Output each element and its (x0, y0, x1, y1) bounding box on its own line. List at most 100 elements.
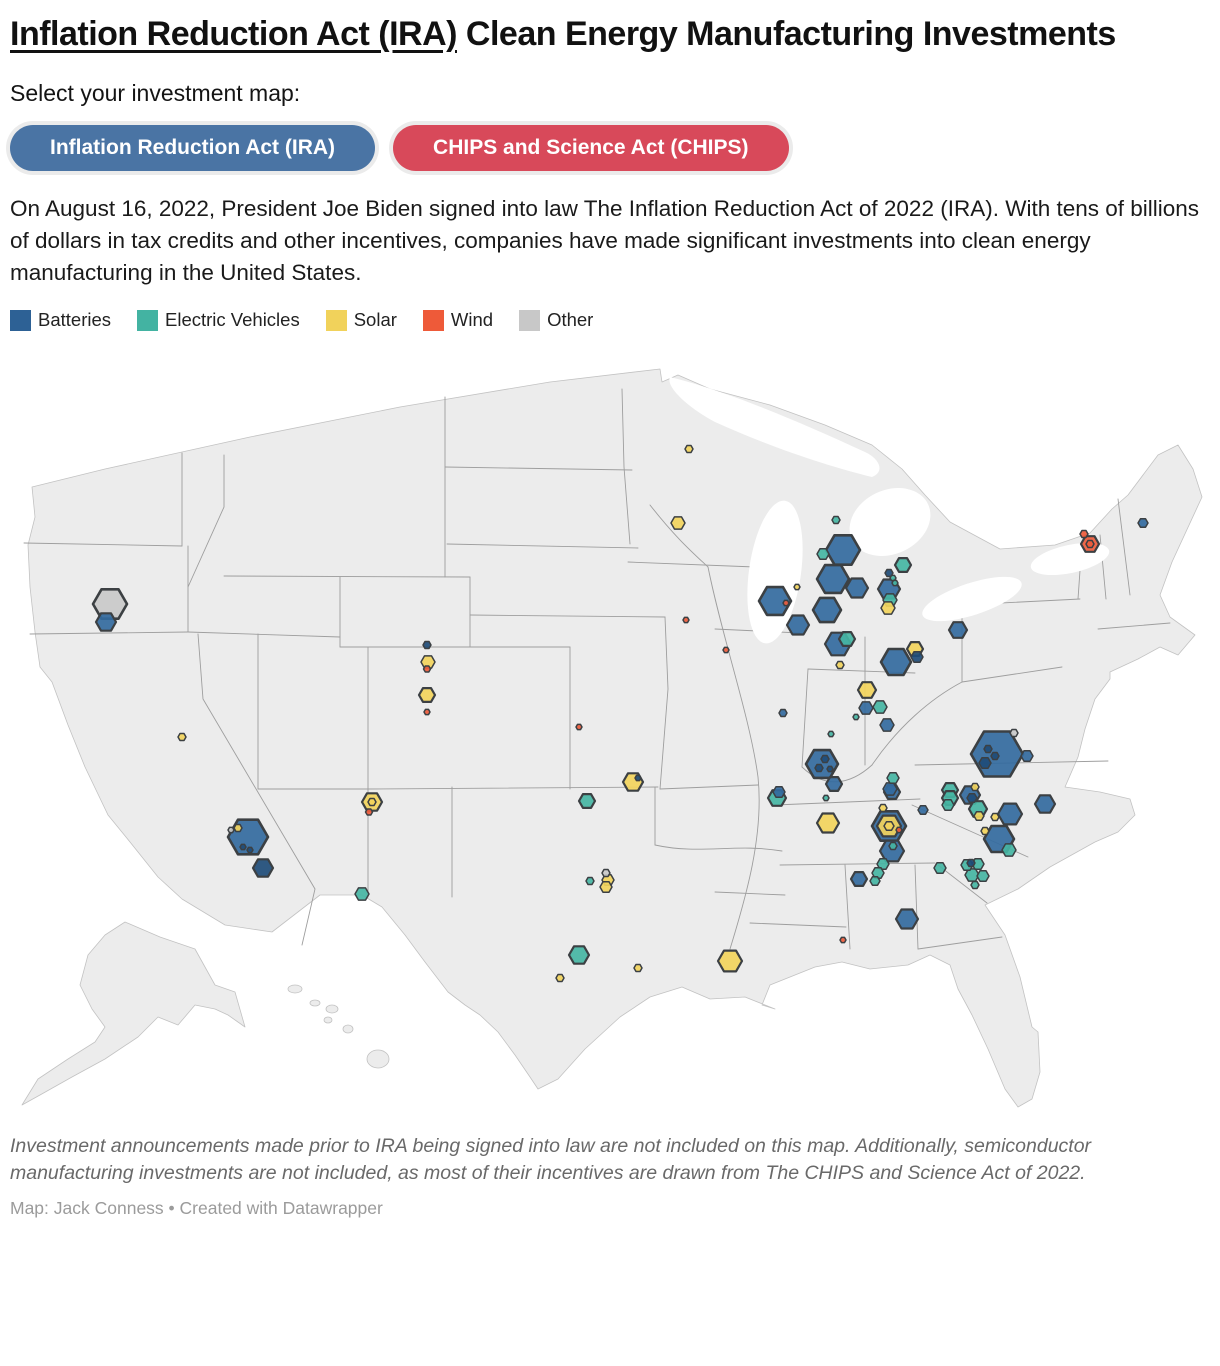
ira-button[interactable]: Inflation Reduction Act (IRA) (10, 125, 376, 172)
hex-marker-batteries[interactable] (824, 776, 844, 792)
hex-marker-batteries[interactable] (894, 908, 920, 930)
hex-marker-ev[interactable] (888, 841, 898, 851)
hex-marker-batteries[interactable] (804, 748, 840, 780)
hex-marker-solar[interactable] (856, 681, 878, 699)
hex-marker-batteries[interactable] (757, 585, 793, 617)
hex-marker-wind[interactable] (423, 708, 431, 716)
hex-marker-batteries_dark[interactable] (820, 754, 830, 764)
hex-marker-solar[interactable] (177, 732, 187, 742)
hex-marker-ev[interactable] (852, 713, 860, 721)
hex-marker-solar[interactable] (878, 803, 888, 813)
hex-marker-ev[interactable] (893, 557, 913, 573)
hex-marker-wind[interactable] (895, 826, 903, 834)
hex-marker-batteries[interactable] (849, 870, 869, 888)
hex-marker-ev[interactable] (827, 730, 835, 738)
hex-marker-ev[interactable] (816, 548, 830, 560)
hex-marker-batteries_dark[interactable] (910, 651, 924, 663)
hex-marker-wind[interactable] (682, 616, 690, 624)
hex-marker-batteries_dark[interactable] (239, 843, 247, 851)
hex-marker-solar[interactable] (835, 660, 845, 670)
hex-marker-ev[interactable] (891, 579, 899, 587)
hex-marker-batteries[interactable] (824, 534, 862, 566)
hex-marker-solar[interactable] (973, 810, 985, 822)
chips-button[interactable]: CHIPS and Science Act (CHIPS) (393, 125, 789, 172)
hex-marker-solar[interactable] (420, 655, 436, 669)
hex-marker-other[interactable] (601, 868, 611, 878)
hex-marker-batteries_dark[interactable] (634, 774, 642, 782)
hex-marker-ev[interactable] (869, 875, 881, 887)
hex-marker-ev[interactable] (831, 515, 841, 525)
hex-marker-other[interactable] (1009, 728, 1019, 738)
hex-marker-batteries_dark[interactable] (966, 792, 978, 804)
hex-marker-ev[interactable] (837, 631, 857, 647)
hex-marker-solar[interactable] (716, 949, 744, 973)
hex-marker-ev[interactable] (567, 945, 591, 965)
hex-marker-batteries[interactable] (882, 782, 898, 796)
hex-marker-solar[interactable] (417, 687, 437, 703)
hex-marker-ev[interactable] (577, 793, 597, 809)
hex-marker-solar[interactable] (815, 812, 841, 834)
hex-marker-wind[interactable] (422, 665, 432, 673)
hex-marker-batteries[interactable] (94, 612, 118, 632)
hex-marker-batteries[interactable] (879, 718, 895, 732)
hex-marker-wind[interactable] (364, 808, 374, 816)
hex-marker-batteries[interactable] (858, 701, 874, 715)
hex-marker-wind[interactable] (782, 599, 790, 607)
hex-marker-other[interactable] (227, 826, 235, 834)
hex-marker-ev[interactable] (1001, 843, 1017, 857)
hex-marker-batteries[interactable] (996, 802, 1024, 826)
hex-marker-solar[interactable] (883, 820, 895, 832)
hex-marker-solar[interactable] (880, 601, 896, 615)
hex-marker-solar[interactable] (684, 444, 694, 454)
hex-marker-solar[interactable] (970, 782, 980, 792)
hex-marker-ev[interactable] (585, 876, 595, 886)
hex-marker-batteries_dark[interactable] (978, 757, 992, 769)
hex-marker-batteries_dark[interactable] (422, 640, 432, 650)
hex-marker-wind[interactable] (722, 646, 730, 654)
hex-marker-ev[interactable] (970, 880, 980, 890)
hex-marker-batteries_dark[interactable] (246, 846, 254, 854)
hex-marker-ev[interactable] (933, 862, 947, 874)
hex-marker-ev[interactable] (354, 887, 370, 901)
hex-marker-batteries[interactable] (811, 596, 843, 624)
hex-marker-batteries[interactable] (772, 786, 786, 798)
hex-marker-batteries_dark[interactable] (251, 858, 275, 878)
hex-marker-batteries[interactable] (1020, 750, 1034, 762)
hex-marker-batteries[interactable] (785, 614, 811, 636)
hex-marker-solar[interactable] (633, 963, 643, 973)
hex-marker-batteries[interactable] (917, 804, 929, 816)
hex-marker-ev[interactable] (822, 794, 830, 802)
hex-marker-batteries_dark[interactable] (983, 744, 993, 754)
title-link[interactable]: Inflation Reduction Act (IRA) (10, 15, 457, 53)
hex-marker-wind[interactable] (1085, 539, 1095, 549)
hex-marker-batteries[interactable] (878, 839, 906, 863)
hex-marker-batteries[interactable] (947, 621, 969, 639)
hex-marker-ev[interactable] (871, 867, 885, 879)
hex-marker-solar[interactable] (555, 973, 565, 983)
hex-marker-batteries_dark[interactable] (966, 858, 976, 868)
hex-marker-solar[interactable] (990, 812, 1000, 822)
hex-marker-batteries[interactable] (879, 647, 913, 677)
hex-marker-batteries[interactable] (778, 708, 788, 718)
hex-marker-ev[interactable] (886, 772, 900, 784)
hex-marker-wind[interactable] (839, 936, 847, 944)
hex-marker-batteries[interactable] (1137, 517, 1149, 529)
hex-marker-batteries_dark[interactable] (826, 765, 834, 773)
hex-marker-batteries[interactable] (1033, 794, 1057, 814)
hex-marker-solar[interactable] (793, 583, 801, 591)
hex-marker-batteries[interactable] (844, 577, 870, 599)
investment-hex-markers[interactable] (91, 444, 1149, 983)
hex-marker-solar[interactable] (599, 881, 613, 893)
hex-marker-wind[interactable] (1079, 529, 1089, 539)
hex-marker-ev[interactable] (941, 799, 955, 811)
hex-marker-solar[interactable] (367, 797, 377, 807)
hex-marker-ev[interactable] (872, 700, 888, 714)
hex-marker-wind[interactable] (575, 723, 583, 731)
hex-marker-solar[interactable] (980, 826, 990, 836)
hex-marker-solar[interactable] (670, 516, 686, 530)
hex-marker-solar[interactable] (233, 823, 243, 833)
hex-marker-batteries[interactable] (815, 563, 851, 595)
hex-marker-ev[interactable] (976, 870, 990, 882)
hex-marker-ev[interactable] (876, 858, 890, 870)
hex-marker-other[interactable] (91, 588, 129, 621)
